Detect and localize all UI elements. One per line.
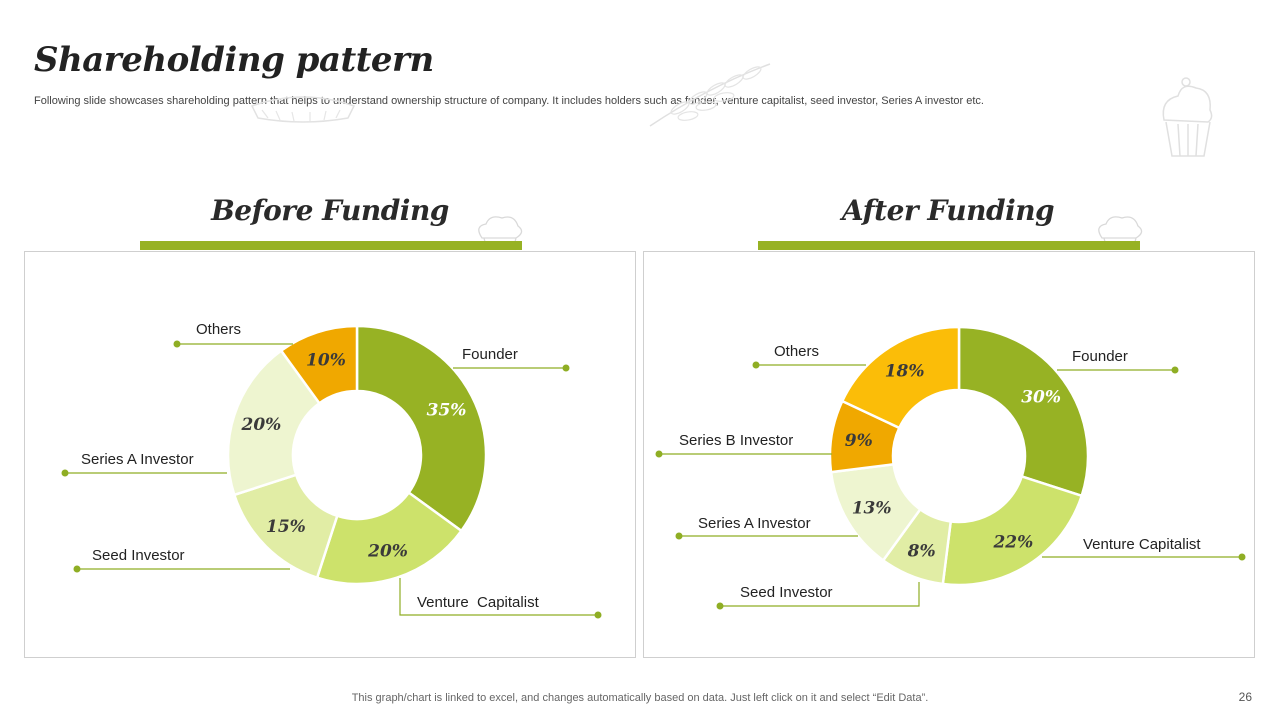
after-funding-title: After Funding — [841, 194, 1055, 227]
before-funding-bar — [140, 241, 522, 250]
value-label-founder: 35% — [427, 400, 467, 420]
pie-icon — [250, 96, 356, 123]
category-label-series-a-investor: Series A Investor — [698, 515, 811, 532]
leader-dot-series-b-investor — [655, 450, 663, 458]
leader-line-venture-capitalist — [399, 578, 598, 616]
footer-note: This graph/chart is linked to excel, and… — [351, 692, 929, 704]
value-label-series-a-investor: 13% — [852, 499, 892, 519]
category-label-series-b-investor: Series B Investor — [679, 432, 793, 449]
leader-dot-others — [173, 340, 181, 348]
slice-venture-capitalist — [941, 474, 1084, 587]
before-funding-donut-chart: 35% Founder 20% Venture Capitalist 15% Seed I… — [61, 321, 602, 619]
before-funding-panel: 35% Founder 20% Venture Capitalist 15% Seed I… — [24, 251, 636, 658]
value-label-venture-capitalist: 20% — [367, 542, 408, 562]
slice-series-a-investor — [226, 348, 322, 497]
leader-line-seed-investor — [720, 582, 920, 607]
slice-founder — [355, 324, 488, 533]
cupcake-icon — [1162, 77, 1213, 157]
leader-dot-seed-investor — [716, 602, 724, 610]
category-label-venture-capitalist: Venture Capitalist — [417, 594, 540, 611]
value-label-founder: 30% — [1021, 387, 1061, 407]
leader-dot-founder — [1171, 366, 1179, 374]
category-label-founder: Founder — [1072, 348, 1128, 365]
category-label-others: Others — [196, 321, 241, 338]
value-label-seed-investor: 8% — [907, 541, 936, 561]
leader-dot-seed-investor — [73, 565, 81, 573]
leader-dot-venture-capitalist — [594, 611, 602, 619]
leader-dot-others — [752, 361, 760, 369]
leader-dot-series-a-investor — [675, 532, 683, 540]
slice-founder — [957, 325, 1090, 498]
value-label-series-b-investor: 9% — [845, 431, 873, 451]
page-subtitle: Following slide showcases shareholding p… — [34, 95, 984, 107]
slice-others — [279, 324, 359, 405]
after-funding-bar — [758, 241, 1140, 250]
category-label-series-a-investor: Series A Investor — [81, 451, 194, 468]
category-label-others: Others — [774, 343, 819, 360]
leader-dot-series-a-investor — [61, 469, 69, 477]
value-label-others: 10% — [306, 350, 346, 370]
category-label-seed-investor: Seed Investor — [92, 547, 185, 564]
leader-dot-founder — [562, 364, 570, 372]
after-funding-donut-chart: 30% Founder 22% Venture Capitalist 8% Seed In… — [655, 325, 1246, 610]
category-label-seed-investor: Seed Investor — [740, 584, 833, 601]
slice-venture-capitalist — [315, 490, 464, 586]
after-funding-panel: 30% Founder 22% Venture Capitalist 8% Seed In… — [643, 251, 1255, 658]
category-label-founder: Founder — [462, 346, 518, 363]
value-label-venture-capitalist: 22% — [992, 533, 1033, 553]
category-label-venture-capitalist: Venture Capitalist — [1083, 536, 1201, 553]
page-number: 26 — [1238, 690, 1252, 704]
wheat-icon — [649, 63, 771, 127]
page-title: Shareholding pattern — [34, 40, 434, 80]
before-funding-title: Before Funding — [211, 194, 449, 227]
value-label-series-a-investor: 20% — [241, 415, 282, 435]
leader-dot-venture-capitalist — [1238, 553, 1246, 561]
value-label-others: 18% — [885, 361, 925, 381]
slice-others — [840, 325, 961, 430]
value-label-seed-investor: 15% — [266, 517, 306, 537]
